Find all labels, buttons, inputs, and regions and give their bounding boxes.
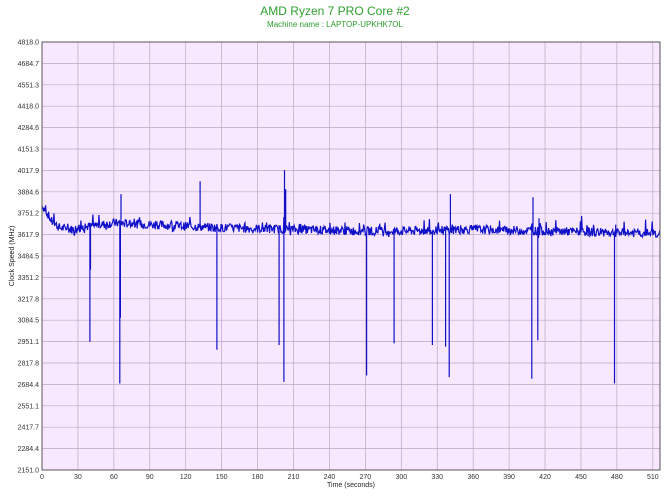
x-tick-label: 60 xyxy=(110,474,118,481)
x-tick-label: 90 xyxy=(146,474,154,481)
y-tick-label: 3884.6 xyxy=(18,189,40,196)
y-tick-label: 4551.3 xyxy=(18,82,40,89)
grid xyxy=(41,41,660,471)
chart-subtitle: Machine name : LAPTOP-UPKHK7OL xyxy=(267,20,403,29)
x-tick-label: 360 xyxy=(467,474,479,481)
y-tick-label: 3617.9 xyxy=(18,232,40,239)
x-tick-label: 330 xyxy=(431,474,443,481)
x-tick-label: 240 xyxy=(324,474,336,481)
y-tick-label: 2551.1 xyxy=(18,403,40,410)
x-tick-label: 180 xyxy=(252,474,264,481)
y-tick-label: 2417.7 xyxy=(18,425,40,432)
series-line xyxy=(41,170,661,384)
y-tick-label: 4017.9 xyxy=(18,168,40,175)
x-tick-label: 30 xyxy=(74,474,82,481)
x-tick-label: 300 xyxy=(395,474,407,481)
x-tick-label: 420 xyxy=(539,474,551,481)
y-tick-label: 4684.7 xyxy=(18,61,40,68)
x-axis-ticks: 0 30 60 90 120 150 180 210 240 270 300 330 360 390 420… xyxy=(40,474,659,481)
x-tick-label: 210 xyxy=(288,474,300,481)
y-tick-label: 4284.6 xyxy=(18,125,40,132)
x-axis-label: Time (seconds) xyxy=(327,482,375,489)
x-tick-label: 150 xyxy=(216,474,228,481)
y-tick-label: 3217.8 xyxy=(18,296,40,303)
y-axis-label: Clock Speed (MHz) xyxy=(9,226,16,287)
y-tick-label: 2817.8 xyxy=(18,360,40,367)
y-axis-ticks: 2151.0 2284.4 2417.7 2551.1 2684.4 2817.8 2951… xyxy=(18,40,40,475)
y-tick-label: 2951.1 xyxy=(18,339,40,346)
y-tick-label: 3484.5 xyxy=(18,254,40,261)
x-tick-label: 270 xyxy=(360,474,372,481)
y-tick-label: 2284.4 xyxy=(18,446,40,453)
y-tick-label: 4418.0 xyxy=(18,104,40,111)
x-tick-label: 480 xyxy=(611,474,623,481)
y-tick-label: 4818.0 xyxy=(18,40,40,47)
y-tick-label: 3751.2 xyxy=(18,211,40,218)
y-tick-label: 4151.3 xyxy=(18,146,40,153)
plot-frame xyxy=(41,41,661,471)
y-tick-label: 3084.5 xyxy=(18,318,40,325)
y-tick-label: 3351.2 xyxy=(18,275,40,282)
x-tick-label: 390 xyxy=(503,474,515,481)
x-tick-label: 510 xyxy=(647,474,659,481)
x-tick-label: 120 xyxy=(180,474,192,481)
chart-title: AMD Ryzen 7 PRO Core #2 xyxy=(260,4,410,18)
y-tick-label: 2684.4 xyxy=(18,382,40,389)
x-tick-label: 0 xyxy=(40,474,44,481)
x-tick-label: 450 xyxy=(575,474,587,481)
y-tick-label: 2151.0 xyxy=(18,468,40,475)
